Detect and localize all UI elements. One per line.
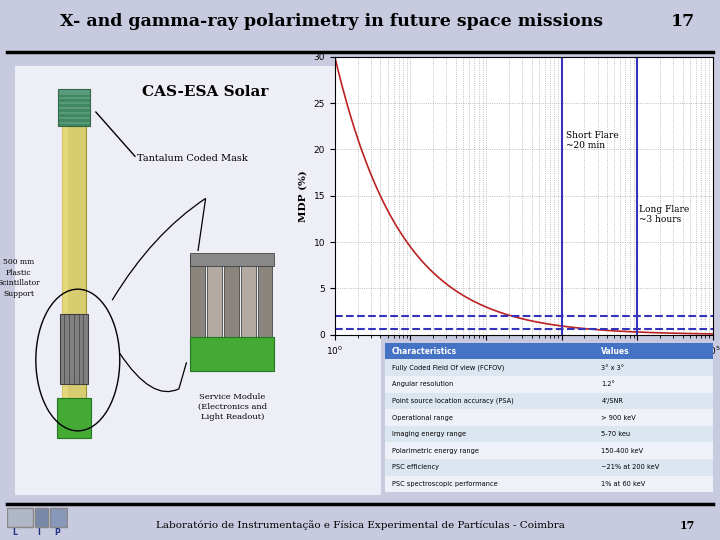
- Text: PSC spectroscopic performance: PSC spectroscopic performance: [392, 481, 498, 487]
- Y-axis label: MDP (%): MDP (%): [299, 170, 308, 221]
- Text: PSC efficiency: PSC efficiency: [392, 464, 438, 470]
- X-axis label: Observation time (s): Observation time (s): [464, 362, 583, 372]
- Bar: [240, 255, 256, 338]
- Text: 150-400 keV: 150-400 keV: [601, 448, 644, 454]
- Bar: [58, 99, 90, 102]
- Text: 17: 17: [680, 520, 695, 531]
- Bar: [7, 508, 33, 526]
- Bar: [58, 119, 90, 122]
- Text: CAS-ESA Solar: CAS-ESA Solar: [143, 85, 269, 99]
- Text: Angular resolution: Angular resolution: [392, 381, 453, 387]
- Bar: [190, 255, 205, 338]
- Bar: [207, 255, 222, 338]
- Bar: [385, 360, 713, 376]
- Bar: [58, 94, 90, 97]
- Bar: [385, 343, 713, 360]
- Text: > 900 keV: > 900 keV: [601, 415, 636, 421]
- Text: Values: Values: [601, 347, 630, 356]
- Bar: [58, 109, 90, 112]
- Text: Polarimetric energy range: Polarimetric energy range: [392, 448, 479, 454]
- Bar: [57, 397, 91, 437]
- Bar: [58, 114, 90, 117]
- Bar: [385, 426, 713, 442]
- Bar: [258, 255, 272, 338]
- Bar: [385, 442, 713, 459]
- Text: 5-70 keu: 5-70 keu: [601, 431, 631, 437]
- Bar: [58, 124, 90, 126]
- Bar: [385, 409, 713, 426]
- Text: P: P: [55, 528, 60, 537]
- Bar: [190, 336, 274, 371]
- Bar: [50, 508, 67, 526]
- Text: 17: 17: [670, 13, 695, 30]
- Bar: [58, 104, 90, 107]
- Text: Characteristics: Characteristics: [392, 347, 457, 356]
- Text: Imaging energy range: Imaging energy range: [392, 431, 466, 437]
- Text: 3° x 3°: 3° x 3°: [601, 365, 624, 371]
- Text: ~21% at 200 keV: ~21% at 200 keV: [601, 464, 660, 470]
- Text: I: I: [37, 528, 40, 537]
- Bar: [385, 393, 713, 409]
- Text: Point source location accuracy (PSA): Point source location accuracy (PSA): [392, 397, 513, 404]
- Bar: [385, 376, 713, 393]
- Text: Fully Coded Field Of view (FCFOV): Fully Coded Field Of view (FCFOV): [392, 364, 504, 371]
- Text: L: L: [12, 528, 17, 537]
- Bar: [60, 314, 89, 384]
- Text: Long Flare
~3 hours: Long Flare ~3 hours: [639, 205, 689, 225]
- Text: Laboratório de Instrumentação e Física Experimental de Partículas - Coimbra: Laboratório de Instrumentação e Física E…: [156, 521, 564, 530]
- Text: 500 mm
Plastic
Scintillator
Support: 500 mm Plastic Scintillator Support: [0, 259, 40, 298]
- Text: X- and gamma-ray polarimetry in future space missions: X- and gamma-ray polarimetry in future s…: [60, 13, 603, 30]
- Bar: [385, 459, 713, 476]
- Text: Short Flare
~20 min: Short Flare ~20 min: [566, 131, 619, 150]
- Bar: [190, 253, 274, 266]
- Text: Tantalum Coded Mask: Tantalum Coded Mask: [137, 154, 248, 163]
- Bar: [35, 508, 48, 526]
- Bar: [62, 110, 68, 437]
- Text: 1.2°: 1.2°: [601, 381, 616, 387]
- Text: Operational range: Operational range: [392, 415, 453, 421]
- Text: 1% at 60 keV: 1% at 60 keV: [601, 481, 646, 487]
- Text: 4'/SNR: 4'/SNR: [601, 398, 624, 404]
- Bar: [224, 255, 239, 338]
- Bar: [62, 110, 86, 437]
- Bar: [58, 89, 90, 126]
- Text: Service Module
(Electronics and
Light Readout): Service Module (Electronics and Light Re…: [198, 393, 267, 421]
- Bar: [385, 476, 713, 492]
